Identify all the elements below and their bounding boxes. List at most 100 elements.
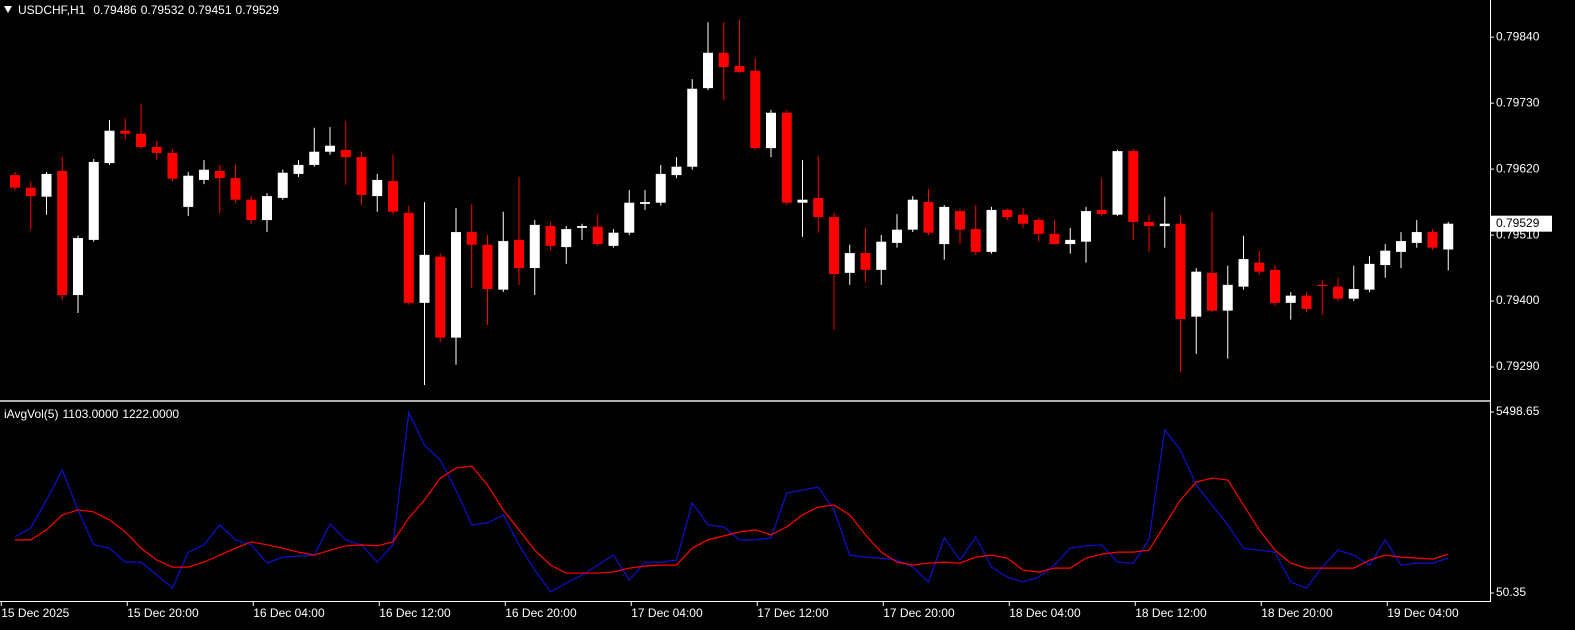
- candle-body: [797, 199, 808, 203]
- candle-body: [1285, 295, 1296, 303]
- candle-body: [1380, 250, 1391, 266]
- candle-body: [781, 112, 792, 203]
- x-tick-label: 17 Dec 12:00: [757, 606, 829, 620]
- price-tag-label: 0.79529: [1496, 216, 1540, 230]
- candle-body: [388, 181, 398, 212]
- candle-body: [939, 206, 950, 245]
- candle-body: [10, 175, 20, 188]
- candle-body: [293, 164, 304, 174]
- candle-body: [876, 241, 887, 270]
- candle-body: [199, 169, 209, 180]
- candle-body: [1207, 272, 1217, 311]
- candle-body: [1333, 286, 1343, 299]
- candle-body: [482, 244, 493, 290]
- close: 0.79529: [236, 3, 280, 17]
- candle-body: [860, 253, 871, 270]
- candle-body: [545, 226, 556, 246]
- low: 0.79451: [188, 3, 232, 17]
- x-tick-label: 19 Dec 04:00: [1387, 606, 1459, 620]
- x-tick-label: 16 Dec 12:00: [379, 606, 451, 620]
- candle-body: [1128, 151, 1139, 222]
- candle-body: [419, 254, 430, 303]
- x-tick-label: 18 Dec 12:00: [1135, 606, 1207, 620]
- candle-body: [435, 256, 446, 338]
- candle-body: [230, 178, 241, 200]
- candle-body: [104, 130, 115, 164]
- candle-body: [1301, 295, 1312, 309]
- candle-body: [1364, 263, 1375, 290]
- candle-body: [813, 197, 824, 218]
- candle-body: [1049, 233, 1060, 245]
- candle-body: [466, 232, 477, 245]
- candle-body: [498, 241, 509, 290]
- candle-body: [829, 217, 839, 275]
- candle-body: [1002, 209, 1013, 218]
- chart-header: USDCHF,H1 0.79486 0.79532 0.79451 0.79529: [18, 3, 279, 17]
- y-tick-label: 0.79400: [1496, 293, 1540, 307]
- candle-body: [1018, 214, 1028, 224]
- candle-body: [655, 173, 666, 203]
- dropdown-icon[interactable]: [4, 6, 12, 13]
- x-tick-label: 15 Dec 2025: [1, 606, 69, 620]
- y-tick-label: 5498.65: [1496, 404, 1540, 418]
- indicator-header: iAvgVol(5) 1103.0000 1222.0000: [4, 407, 179, 421]
- candle-body: [624, 202, 635, 233]
- candle-body: [277, 172, 288, 198]
- high: 0.79532: [141, 3, 185, 17]
- candle-body: [57, 170, 68, 296]
- candle-body: [687, 88, 698, 167]
- symbol: USDCHF,H1: [18, 3, 86, 17]
- candle-body: [403, 212, 414, 303]
- indicator-value: 1222.0000: [122, 407, 179, 421]
- candle-body: [309, 151, 320, 165]
- candle-body: [640, 202, 650, 204]
- x-tick-label: 16 Dec 20:00: [505, 606, 577, 620]
- candle-body: [246, 199, 257, 221]
- x-tick-label: 18 Dec 20:00: [1261, 606, 1333, 620]
- y-tick-label: 0.79730: [1496, 95, 1540, 109]
- candle-body: [608, 232, 619, 246]
- candle-body: [1191, 271, 1202, 317]
- y-tick-label: 0.79840: [1496, 29, 1540, 43]
- candle-body: [325, 145, 335, 152]
- candle-body: [1112, 151, 1123, 215]
- candle-body: [1254, 262, 1265, 272]
- candle-body: [703, 52, 713, 89]
- x-tick-label: 17 Dec 20:00: [883, 606, 955, 620]
- x-tick-label: 16 Dec 04:00: [253, 606, 325, 620]
- candle-body: [1238, 259, 1249, 287]
- x-tick-label: 18 Dec 04:00: [1009, 606, 1081, 620]
- candle-body: [986, 209, 997, 252]
- candle-body: [577, 226, 587, 228]
- candle-body: [671, 166, 682, 176]
- candle-body: [1175, 223, 1186, 320]
- y-tick-label: 0.79620: [1496, 161, 1540, 175]
- candle-body: [1159, 223, 1170, 227]
- candle-body: [1096, 209, 1107, 215]
- candle-body: [561, 229, 572, 248]
- candle-body: [1033, 220, 1044, 234]
- x-tick-label: 17 Dec 04:00: [631, 606, 703, 620]
- candle-body: [41, 173, 52, 197]
- candle-body: [1065, 239, 1076, 245]
- candle-body: [592, 226, 603, 245]
- indicator-value: 1103.0000: [62, 407, 118, 421]
- candle-body: [88, 161, 99, 240]
- candle-body: [1411, 232, 1422, 243]
- candle-body: [340, 149, 351, 158]
- candle-body: [151, 146, 162, 153]
- candle-body: [1317, 284, 1328, 287]
- candle-body: [892, 229, 902, 243]
- candle-body: [1081, 211, 1091, 242]
- candle-body: [955, 211, 965, 230]
- candle-body: [167, 152, 178, 179]
- y-tick-label: 0.79290: [1496, 359, 1540, 373]
- x-tick-label: 15 Dec 20:00: [127, 606, 199, 620]
- candle-body: [214, 170, 225, 179]
- candle-body: [750, 70, 761, 149]
- candle-body: [1443, 223, 1454, 250]
- candle-body: [970, 229, 981, 252]
- candle-body: [73, 238, 83, 296]
